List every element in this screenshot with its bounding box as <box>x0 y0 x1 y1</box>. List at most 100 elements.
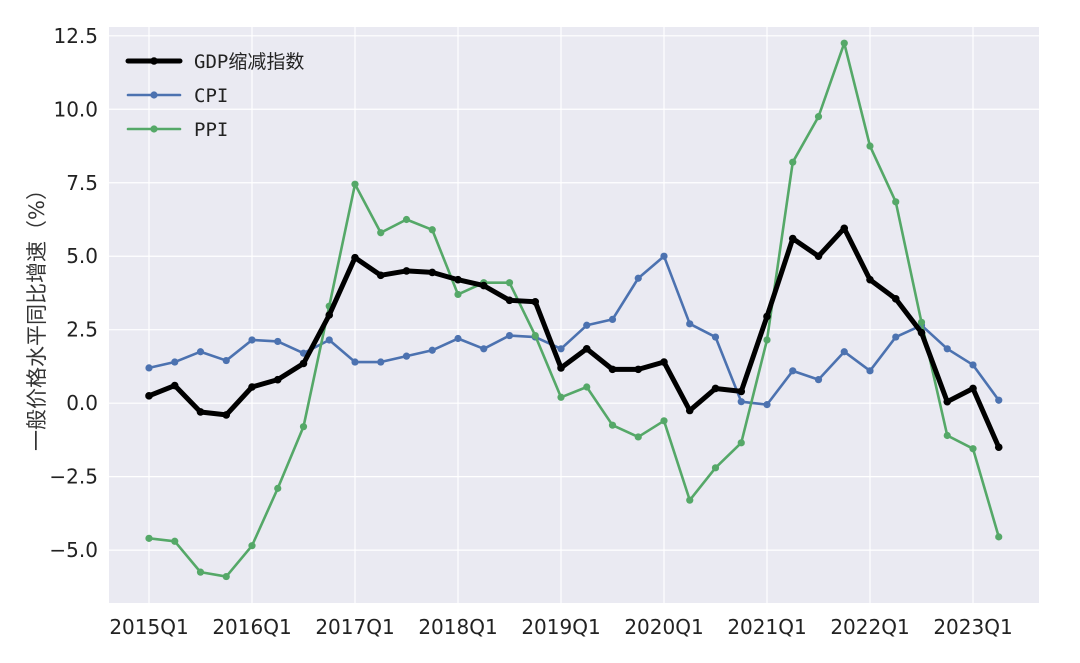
data-point <box>660 358 668 366</box>
data-point <box>866 367 874 375</box>
data-point <box>634 433 642 441</box>
series-layer <box>145 39 1003 581</box>
legend-item: GDP缩减指数 <box>125 51 304 73</box>
data-point <box>686 496 694 504</box>
data-point <box>557 364 565 372</box>
data-point <box>660 252 668 260</box>
data-point <box>608 365 617 374</box>
data-point <box>660 417 668 425</box>
data-point <box>917 328 926 337</box>
data-point <box>583 383 591 391</box>
data-point <box>299 423 308 431</box>
data-point <box>866 142 874 150</box>
y-tick-label: −2.5 <box>49 465 98 489</box>
data-point <box>145 534 153 542</box>
data-point <box>402 267 411 275</box>
data-point <box>196 568 205 576</box>
data-point <box>248 336 256 344</box>
data-point <box>171 537 179 545</box>
data-point <box>969 445 977 453</box>
y-tick-label: 10.0 <box>53 97 98 121</box>
data-point <box>943 397 952 406</box>
data-point <box>480 345 488 353</box>
data-point <box>505 296 514 305</box>
data-point <box>325 311 334 319</box>
data-point <box>685 406 694 415</box>
data-point <box>763 336 771 344</box>
legend-item: CPI <box>126 85 228 107</box>
data-point <box>454 275 462 284</box>
data-point <box>711 384 720 393</box>
data-point <box>454 290 462 299</box>
legend-marker <box>150 57 158 65</box>
data-point <box>814 252 823 261</box>
data-point <box>686 320 694 328</box>
x-tick-label: 2019Q1 <box>521 615 600 639</box>
series-line <box>146 225 1002 450</box>
data-point <box>531 297 540 306</box>
data-point <box>248 383 256 391</box>
data-point <box>583 321 591 329</box>
data-point <box>892 198 900 206</box>
data-point <box>608 421 617 429</box>
data-point <box>995 533 1003 541</box>
data-point <box>273 375 282 384</box>
data-point <box>274 337 282 346</box>
data-point <box>737 398 745 406</box>
data-point <box>351 180 359 188</box>
series-1 <box>145 252 1003 409</box>
data-point <box>557 345 565 353</box>
data-point <box>196 408 205 416</box>
data-point <box>505 331 514 340</box>
data-point <box>531 331 539 340</box>
x-axis-ticks: 2015Q1 2016Q1 2017Q1 2018Q1 2019Q1 2020Q1 2021… <box>109 615 1012 639</box>
data-point <box>789 367 797 375</box>
legend-marker <box>150 125 158 133</box>
data-point <box>917 318 926 326</box>
data-point <box>608 315 617 324</box>
data-point <box>763 401 771 409</box>
data-point <box>892 333 900 341</box>
x-tick-label: 2018Q1 <box>418 615 497 639</box>
data-point <box>428 226 436 234</box>
data-point <box>789 158 797 166</box>
data-point <box>557 393 565 401</box>
y-tick-label: 12.5 <box>53 24 98 48</box>
data-point <box>196 348 205 356</box>
y-tick-label: 0.0 <box>66 391 98 415</box>
data-point <box>454 334 462 343</box>
data-point <box>866 275 874 284</box>
data-point <box>969 361 977 369</box>
data-point <box>994 443 1003 452</box>
y-axis-label: 一般价格水平同比增速（%） <box>25 179 49 451</box>
grid <box>109 27 1039 603</box>
data-point <box>299 359 308 368</box>
x-tick-label: 2021Q1 <box>727 615 806 639</box>
data-point <box>995 396 1003 404</box>
data-point <box>479 281 488 290</box>
data-point <box>222 356 230 365</box>
legend-label: PPI <box>194 119 228 141</box>
data-point <box>582 344 591 353</box>
data-point <box>505 279 514 287</box>
data-point <box>711 333 720 341</box>
y-tick-label: −5.0 <box>49 538 98 562</box>
data-point <box>170 381 179 390</box>
data-point <box>402 352 411 360</box>
data-point <box>402 215 411 224</box>
legend-label: GDP缩减指数 <box>194 51 304 73</box>
data-point <box>145 392 153 400</box>
legend-marker <box>150 91 158 99</box>
y-tick-label: 2.5 <box>66 318 98 342</box>
legend: GDP缩减指数 CPI PPI <box>125 51 304 141</box>
x-tick-label: 2017Q1 <box>315 615 394 639</box>
data-point <box>737 439 745 447</box>
data-point <box>891 295 900 303</box>
series-line <box>147 254 1001 406</box>
data-point <box>634 274 642 282</box>
x-tick-label: 2015Q1 <box>109 615 188 639</box>
data-point <box>171 358 179 366</box>
x-tick-label: 2020Q1 <box>624 615 703 639</box>
data-point <box>737 387 746 396</box>
